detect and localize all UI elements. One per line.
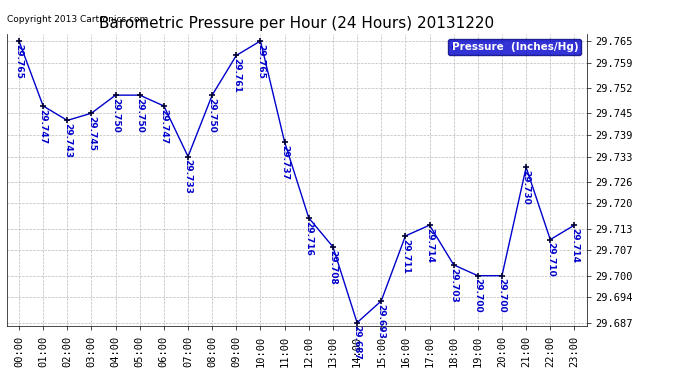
Text: 29.750: 29.750 (135, 98, 144, 133)
Text: 29.687: 29.687 (353, 326, 362, 360)
Text: 29.743: 29.743 (63, 123, 72, 158)
Text: 29.700: 29.700 (497, 279, 506, 313)
Text: Copyright 2013 Cartronics.com: Copyright 2013 Cartronics.com (7, 15, 148, 24)
Text: 29.700: 29.700 (473, 279, 482, 313)
Text: 29.711: 29.711 (401, 239, 410, 274)
Text: 29.714: 29.714 (425, 228, 434, 263)
Text: 29.716: 29.716 (304, 221, 313, 256)
Title: Barometric Pressure per Hour (24 Hours) 20131220: Barometric Pressure per Hour (24 Hours) … (99, 16, 494, 31)
Text: 29.733: 29.733 (184, 159, 193, 194)
Text: 29.765: 29.765 (14, 44, 23, 79)
Text: 29.703: 29.703 (449, 268, 458, 302)
Text: 29.747: 29.747 (159, 109, 168, 144)
Text: 29.750: 29.750 (208, 98, 217, 133)
Text: 29.745: 29.745 (87, 116, 96, 151)
Text: 29.750: 29.750 (111, 98, 120, 133)
Text: 29.730: 29.730 (522, 170, 531, 205)
Text: 29.765: 29.765 (256, 44, 265, 79)
Text: 29.737: 29.737 (280, 145, 289, 180)
Text: 29.761: 29.761 (232, 58, 241, 93)
Text: 29.710: 29.710 (546, 242, 555, 277)
Legend: Pressure  (Inches/Hg): Pressure (Inches/Hg) (448, 39, 581, 55)
Text: 29.747: 29.747 (39, 109, 48, 144)
Text: 29.693: 29.693 (377, 304, 386, 339)
Text: 29.714: 29.714 (570, 228, 579, 263)
Text: 29.708: 29.708 (328, 250, 337, 284)
